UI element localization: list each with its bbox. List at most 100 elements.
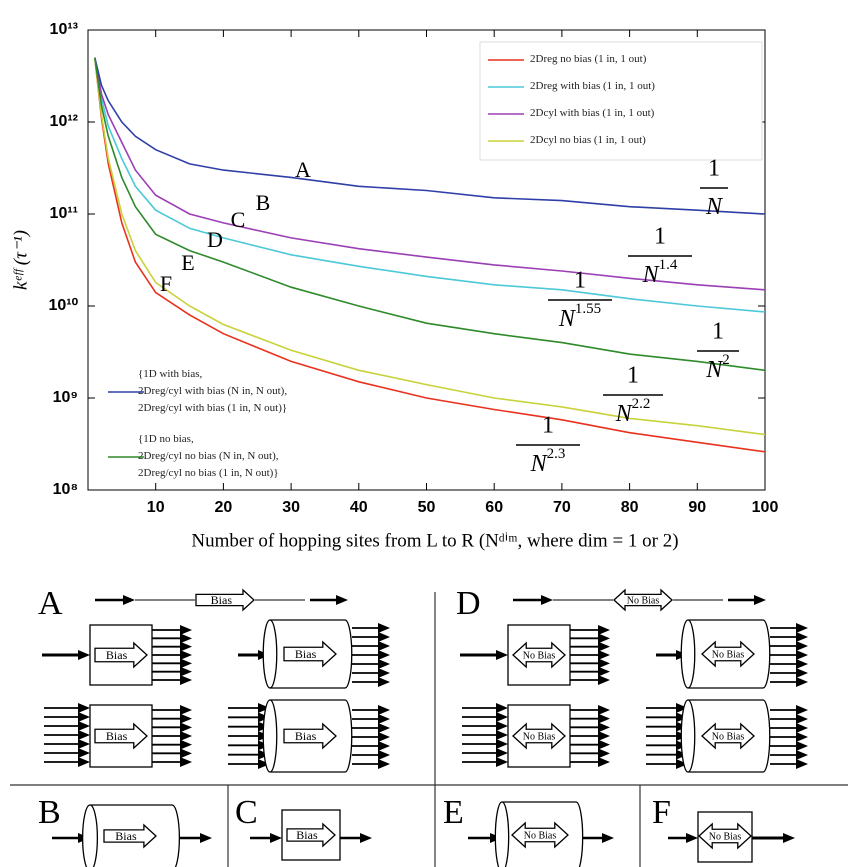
- bias-label: Bias: [211, 593, 233, 607]
- arrow-head: [78, 739, 90, 749]
- arrow-head: [796, 623, 808, 633]
- arrow-head: [78, 757, 90, 767]
- arrow-head: [796, 723, 808, 733]
- arrow-head: [180, 675, 192, 685]
- panel-label: D: [456, 585, 481, 622]
- arrow-head: [496, 757, 508, 767]
- fraction-numerator: 1: [627, 363, 639, 389]
- x-tick-label: 10: [147, 499, 165, 516]
- legend-label: 2Dreg with bias (1 in, 1 out): [530, 80, 655, 92]
- x-tick-label: 30: [282, 499, 300, 516]
- y-tick-label: 10⁹: [53, 389, 78, 406]
- arrow-head: [336, 595, 348, 605]
- arrow-head: [180, 641, 192, 652]
- arrow-head: [796, 668, 808, 678]
- fraction-denominator: N1.55: [558, 301, 601, 331]
- y-tick-label: 10¹²: [50, 113, 78, 130]
- bias-label: Bias: [115, 829, 137, 843]
- arrow-head: [598, 625, 610, 635]
- denominator-exponent: 2.2: [632, 396, 651, 412]
- arrow-head: [598, 633, 610, 644]
- bias-arrow: [94, 722, 148, 750]
- arrow-head: [496, 721, 508, 731]
- arrow-head: [541, 595, 553, 605]
- arrow-head: [78, 748, 90, 758]
- arrow-head: [598, 713, 610, 724]
- arrow-head: [123, 595, 135, 605]
- x-tick-label: 40: [350, 499, 368, 516]
- arrow-head: [378, 623, 390, 633]
- arrow-head: [270, 833, 282, 843]
- panel-label: B: [38, 794, 61, 831]
- bias-arrow: [701, 722, 755, 750]
- x-tick-label: 60: [485, 499, 503, 516]
- x-tick-label: 100: [752, 499, 779, 516]
- legend-label: 2Dcyl with bias (1 in, 1 out): [530, 107, 655, 119]
- y-tick-label: 10¹³: [50, 21, 78, 38]
- arrow-head: [598, 731, 610, 741]
- arrow-head: [258, 759, 270, 769]
- bias-label: No Bias: [523, 731, 556, 742]
- arrow-head: [378, 659, 390, 669]
- data-line: [94, 57, 766, 215]
- fraction-denominator: N1.4: [642, 257, 678, 287]
- arrow-head: [796, 714, 808, 724]
- curve-label: C: [231, 207, 246, 232]
- arrow-head: [200, 833, 212, 843]
- arrow-head: [378, 677, 390, 687]
- bias-label: Bias: [106, 729, 128, 743]
- legend-label: 2Dcyl no bias (1 in, 1 out): [530, 134, 646, 146]
- arrow-head: [496, 730, 508, 740]
- arrow-head: [686, 833, 698, 843]
- fraction-numerator: 1: [542, 413, 554, 439]
- bias-label: Bias: [106, 648, 128, 662]
- bias-label: No Bias: [524, 830, 557, 841]
- arrow-head: [180, 658, 192, 669]
- x-tick-label: 50: [418, 499, 436, 516]
- fraction-denominator: N2: [705, 352, 730, 382]
- data-line: [94, 57, 766, 372]
- denominator-base: N: [530, 451, 549, 477]
- arrow-head: [180, 722, 192, 733]
- bias-label: No Bias: [712, 649, 745, 660]
- curve-label: D: [207, 227, 223, 252]
- bias-label: Bias: [295, 647, 317, 661]
- curve-label: F: [160, 271, 172, 296]
- arrow-head: [598, 658, 610, 669]
- arrow-head: [796, 759, 808, 769]
- denominator-base: N: [705, 357, 724, 383]
- arrow-head: [78, 703, 90, 713]
- bias-arrow: [512, 722, 566, 750]
- x-tick-label: 80: [621, 499, 639, 516]
- fraction-numerator: 1: [712, 319, 724, 345]
- arrow-head: [378, 705, 390, 715]
- bias-arrow: [613, 588, 673, 612]
- arrow-head: [598, 739, 610, 750]
- fraction-numerator: 1: [708, 156, 720, 182]
- arrow-head: [796, 677, 808, 687]
- arrow-head: [598, 748, 610, 759]
- arrow-head: [796, 741, 808, 751]
- data-line: [94, 57, 766, 291]
- arrow-head: [180, 666, 192, 677]
- bias-arrow: [195, 588, 255, 612]
- arrow-head: [796, 705, 808, 715]
- arrow-head: [598, 705, 610, 715]
- y-tick-label: 10¹¹: [50, 205, 78, 222]
- arrow-head: [180, 713, 192, 724]
- arrow-head: [496, 739, 508, 749]
- arrow-head: [180, 757, 192, 767]
- arrow-head: [598, 675, 610, 685]
- arrow-head: [378, 741, 390, 751]
- bias-label: No Bias: [709, 831, 742, 842]
- bias-label: No Bias: [712, 731, 745, 742]
- panel-label: A: [38, 585, 63, 622]
- arrow-head: [783, 833, 795, 843]
- arrow-head: [796, 650, 808, 660]
- arrow-head: [496, 712, 508, 722]
- arrow-head: [754, 595, 766, 605]
- arrow-head: [78, 721, 90, 731]
- denominator-exponent: 1.4: [659, 257, 678, 273]
- denominator-exponent: 1.55: [575, 301, 601, 317]
- arrow-head: [378, 668, 390, 678]
